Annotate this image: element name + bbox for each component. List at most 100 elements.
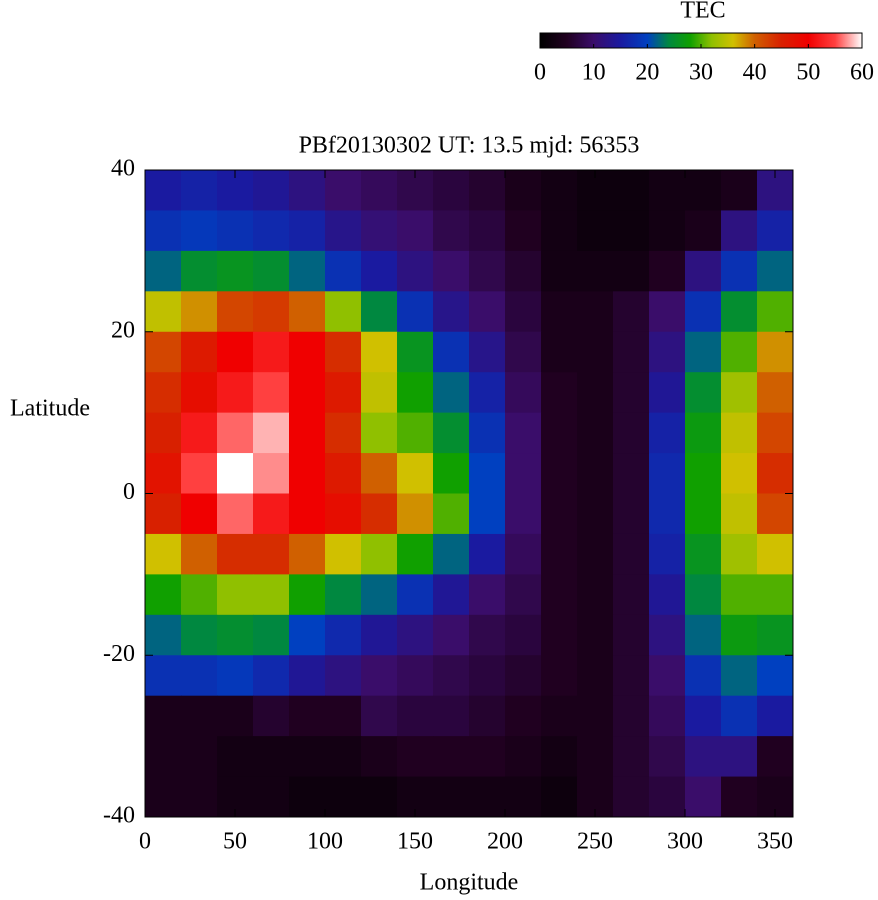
- heat-cell: [685, 250, 722, 292]
- heat-cell: [721, 655, 758, 697]
- heat-cell: [217, 736, 254, 778]
- heat-cell: [541, 170, 578, 211]
- heat-cell: [685, 533, 722, 575]
- heat-cell: [433, 210, 470, 252]
- colorbar-tick-label: 50: [796, 60, 820, 86]
- heat-cell: [505, 210, 542, 252]
- heat-cell: [433, 695, 470, 737]
- heat-cell: [361, 736, 398, 778]
- heat-cell: [505, 776, 542, 818]
- heat-cell: [145, 170, 182, 211]
- heat-cell: [145, 331, 182, 373]
- chart-title: PBf20130302 UT: 13.5 mjd: 56353: [299, 133, 640, 159]
- heat-cell: [757, 331, 794, 373]
- heat-cell: [325, 533, 362, 575]
- x-tick-label: 0: [139, 829, 151, 855]
- heat-cell: [757, 574, 794, 616]
- heat-cell: [685, 210, 722, 252]
- heat-cell: [757, 533, 794, 575]
- heat-cell: [685, 574, 722, 616]
- heat-cell: [685, 372, 722, 414]
- heat-cell: [289, 291, 326, 333]
- heat-cell: [397, 574, 434, 616]
- heat-cell: [577, 493, 614, 535]
- heat-cell: [289, 250, 326, 292]
- heat-cell: [433, 493, 470, 535]
- heat-cell: [397, 250, 434, 292]
- heat-cell: [685, 331, 722, 373]
- heat-cell: [433, 291, 470, 333]
- heat-cell: [613, 736, 650, 778]
- heat-cell: [325, 170, 362, 211]
- heat-cell: [469, 331, 506, 373]
- heat-cell: [181, 614, 218, 656]
- heat-cell: [469, 372, 506, 414]
- heat-cell: [361, 372, 398, 414]
- heat-cell: [685, 493, 722, 535]
- heat-cell: [325, 695, 362, 737]
- heat-cell: [757, 655, 794, 697]
- heat-cell: [469, 695, 506, 737]
- heat-cell: [181, 453, 218, 494]
- heat-cell: [397, 453, 434, 494]
- heat-cell: [253, 736, 290, 778]
- heat-cell: [325, 776, 362, 818]
- heat-cell: [649, 170, 686, 211]
- heat-cell: [433, 331, 470, 373]
- heat-cell: [613, 655, 650, 697]
- heat-cell: [721, 170, 758, 211]
- heat-cell: [253, 372, 290, 414]
- colorbar-tick-label: 40: [743, 60, 767, 86]
- heat-cell: [505, 250, 542, 292]
- heat-cell: [253, 574, 290, 616]
- heat-cell: [361, 493, 398, 535]
- heat-cell: [145, 655, 182, 697]
- heat-cell: [613, 493, 650, 535]
- heat-cell: [397, 736, 434, 778]
- heat-cell: [217, 331, 254, 373]
- heat-cell: [505, 493, 542, 535]
- x-tick-label: 300: [667, 829, 703, 855]
- heat-cell: [721, 776, 758, 818]
- heat-cell: [613, 574, 650, 616]
- heat-cell: [649, 372, 686, 414]
- heat-cell: [757, 453, 794, 494]
- colorbar-tick-label: 60: [850, 60, 874, 86]
- heat-cell: [613, 170, 650, 211]
- heat-cell: [577, 695, 614, 737]
- heat-cell: [181, 372, 218, 414]
- heat-cell: [721, 574, 758, 616]
- heat-cell: [145, 250, 182, 292]
- heat-cell: [361, 291, 398, 333]
- heat-cell: [217, 412, 254, 454]
- heat-cell: [505, 291, 542, 333]
- heat-cell: [145, 210, 182, 252]
- heat-cell: [721, 372, 758, 414]
- heat-cell: [577, 655, 614, 697]
- heat-cell: [541, 655, 578, 697]
- heat-cell: [757, 210, 794, 252]
- heat-cell: [469, 170, 506, 211]
- heat-cell: [397, 493, 434, 535]
- heat-cell: [325, 291, 362, 333]
- heat-cell: [541, 614, 578, 656]
- heat-cell: [757, 412, 794, 454]
- heat-cell: [469, 291, 506, 333]
- heat-cell: [469, 453, 506, 494]
- heat-cell: [397, 614, 434, 656]
- heat-cell: [217, 210, 254, 252]
- heat-cell: [577, 614, 614, 656]
- x-tick-label: 150: [397, 829, 433, 855]
- heat-cell: [289, 695, 326, 737]
- heat-cell: [217, 695, 254, 737]
- y-tick-label: -20: [103, 641, 135, 667]
- heat-cell: [181, 655, 218, 697]
- heat-cell: [613, 210, 650, 252]
- x-tick-label: 200: [487, 829, 523, 855]
- heat-cell: [721, 493, 758, 535]
- heat-cell: [649, 493, 686, 535]
- heat-cell: [253, 655, 290, 697]
- heat-cell: [217, 655, 254, 697]
- heat-cell: [397, 291, 434, 333]
